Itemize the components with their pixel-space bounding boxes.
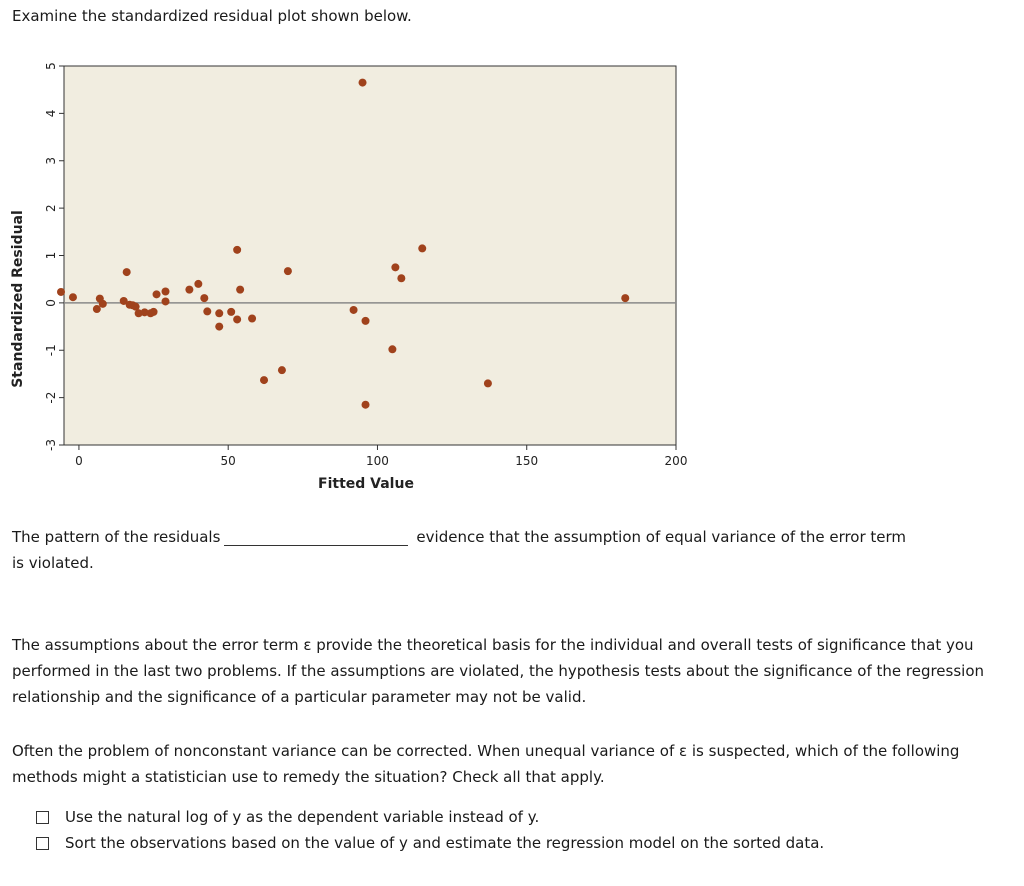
- option-natural-log-label: Use the natural log of y as the dependen…: [65, 808, 540, 826]
- data-point: [92, 305, 101, 314]
- y-tick-label: -1: [44, 344, 58, 356]
- x-tick-label: 200: [665, 454, 688, 468]
- y-axis-ticks: -3 -2 -1 0 1 2 3 4 5: [44, 62, 64, 451]
- data-point: [134, 309, 143, 318]
- checkbox-sort-observations[interactable]: [36, 836, 49, 850]
- question-fill-in: The pattern of the residuals evidence tha…: [12, 524, 1002, 576]
- nonconstant-variance-question: Often the problem of nonconstant varianc…: [12, 742, 960, 786]
- question-text-continued: is violated.: [12, 554, 94, 572]
- x-tick-label: 0: [75, 454, 83, 468]
- option-natural-log[interactable]: Use the natural log of y as the dependen…: [36, 807, 539, 827]
- data-point: [621, 294, 630, 303]
- data-point: [277, 366, 286, 375]
- data-point: [358, 78, 367, 87]
- data-point: [200, 294, 209, 303]
- data-point: [233, 315, 242, 324]
- data-point: [152, 290, 161, 299]
- data-point: [119, 296, 128, 305]
- y-axis-label: Standardized Residual: [10, 210, 26, 388]
- y-tick-label: 4: [44, 110, 58, 118]
- residual-plot-svg: -3 -2 -1 0 1 2 3 4 5 0 50 100 150 200 Fitted Value S…: [10, 62, 687, 492]
- question-text-before: The pattern of the residuals: [12, 528, 221, 546]
- data-point: [57, 287, 66, 296]
- data-point: [131, 302, 140, 311]
- data-point: [140, 308, 149, 317]
- data-point: [361, 400, 370, 409]
- data-point: [349, 305, 358, 314]
- checkbox-natural-log[interactable]: [36, 810, 49, 824]
- data-point: [236, 285, 245, 294]
- data-point: [227, 307, 236, 316]
- option-sort-observations-label: Sort the observations based on the value…: [65, 834, 825, 852]
- data-point: [391, 263, 400, 272]
- answer-blank-input[interactable]: [224, 529, 409, 546]
- data-point: [215, 322, 224, 331]
- y-tick-label: 2: [44, 204, 58, 212]
- x-axis-label: Fitted Value: [318, 476, 414, 492]
- x-tick-label: 50: [221, 454, 236, 468]
- intro-text: Examine the standardized residual plot s…: [12, 7, 412, 25]
- data-point: [98, 299, 107, 308]
- data-point: [161, 287, 170, 296]
- option-sort-observations[interactable]: Sort the observations based on the value…: [36, 833, 824, 853]
- data-point: [483, 379, 492, 388]
- y-tick-label: -3: [44, 439, 58, 451]
- data-point: [185, 285, 194, 294]
- data-point: [283, 267, 292, 276]
- data-point: [418, 244, 427, 253]
- plot-area: [63, 65, 677, 446]
- data-point: [122, 268, 131, 277]
- data-point: [203, 307, 212, 316]
- residual-plot: -3 -2 -1 0 1 2 3 4 5 0 50 100 150 200 Fitted Value S…: [0, 52, 700, 502]
- data-point: [248, 314, 257, 323]
- question-text-after: evidence that the assumption of equal va…: [416, 528, 907, 546]
- x-tick-label: 100: [366, 454, 389, 468]
- data-points: [57, 78, 630, 409]
- data-point: [388, 345, 397, 354]
- data-point: [260, 376, 269, 385]
- data-point: [68, 293, 77, 302]
- y-tick-label: -2: [44, 392, 58, 404]
- data-point: [149, 307, 158, 316]
- data-point: [215, 309, 224, 318]
- x-tick-label: 150: [515, 454, 538, 468]
- y-tick-label: 1: [44, 252, 58, 260]
- x-axis-ticks: 0 50 100 150 200: [75, 445, 687, 468]
- data-point: [161, 297, 170, 306]
- y-tick-label: 3: [44, 157, 58, 165]
- data-point: [233, 245, 242, 254]
- y-tick-label: 0: [44, 299, 58, 307]
- data-point: [397, 274, 406, 283]
- y-tick-label: 5: [44, 62, 58, 70]
- data-point: [361, 316, 370, 325]
- data-point: [194, 279, 203, 288]
- assumptions-paragraph: The assumptions about the error term ε p…: [12, 636, 985, 706]
